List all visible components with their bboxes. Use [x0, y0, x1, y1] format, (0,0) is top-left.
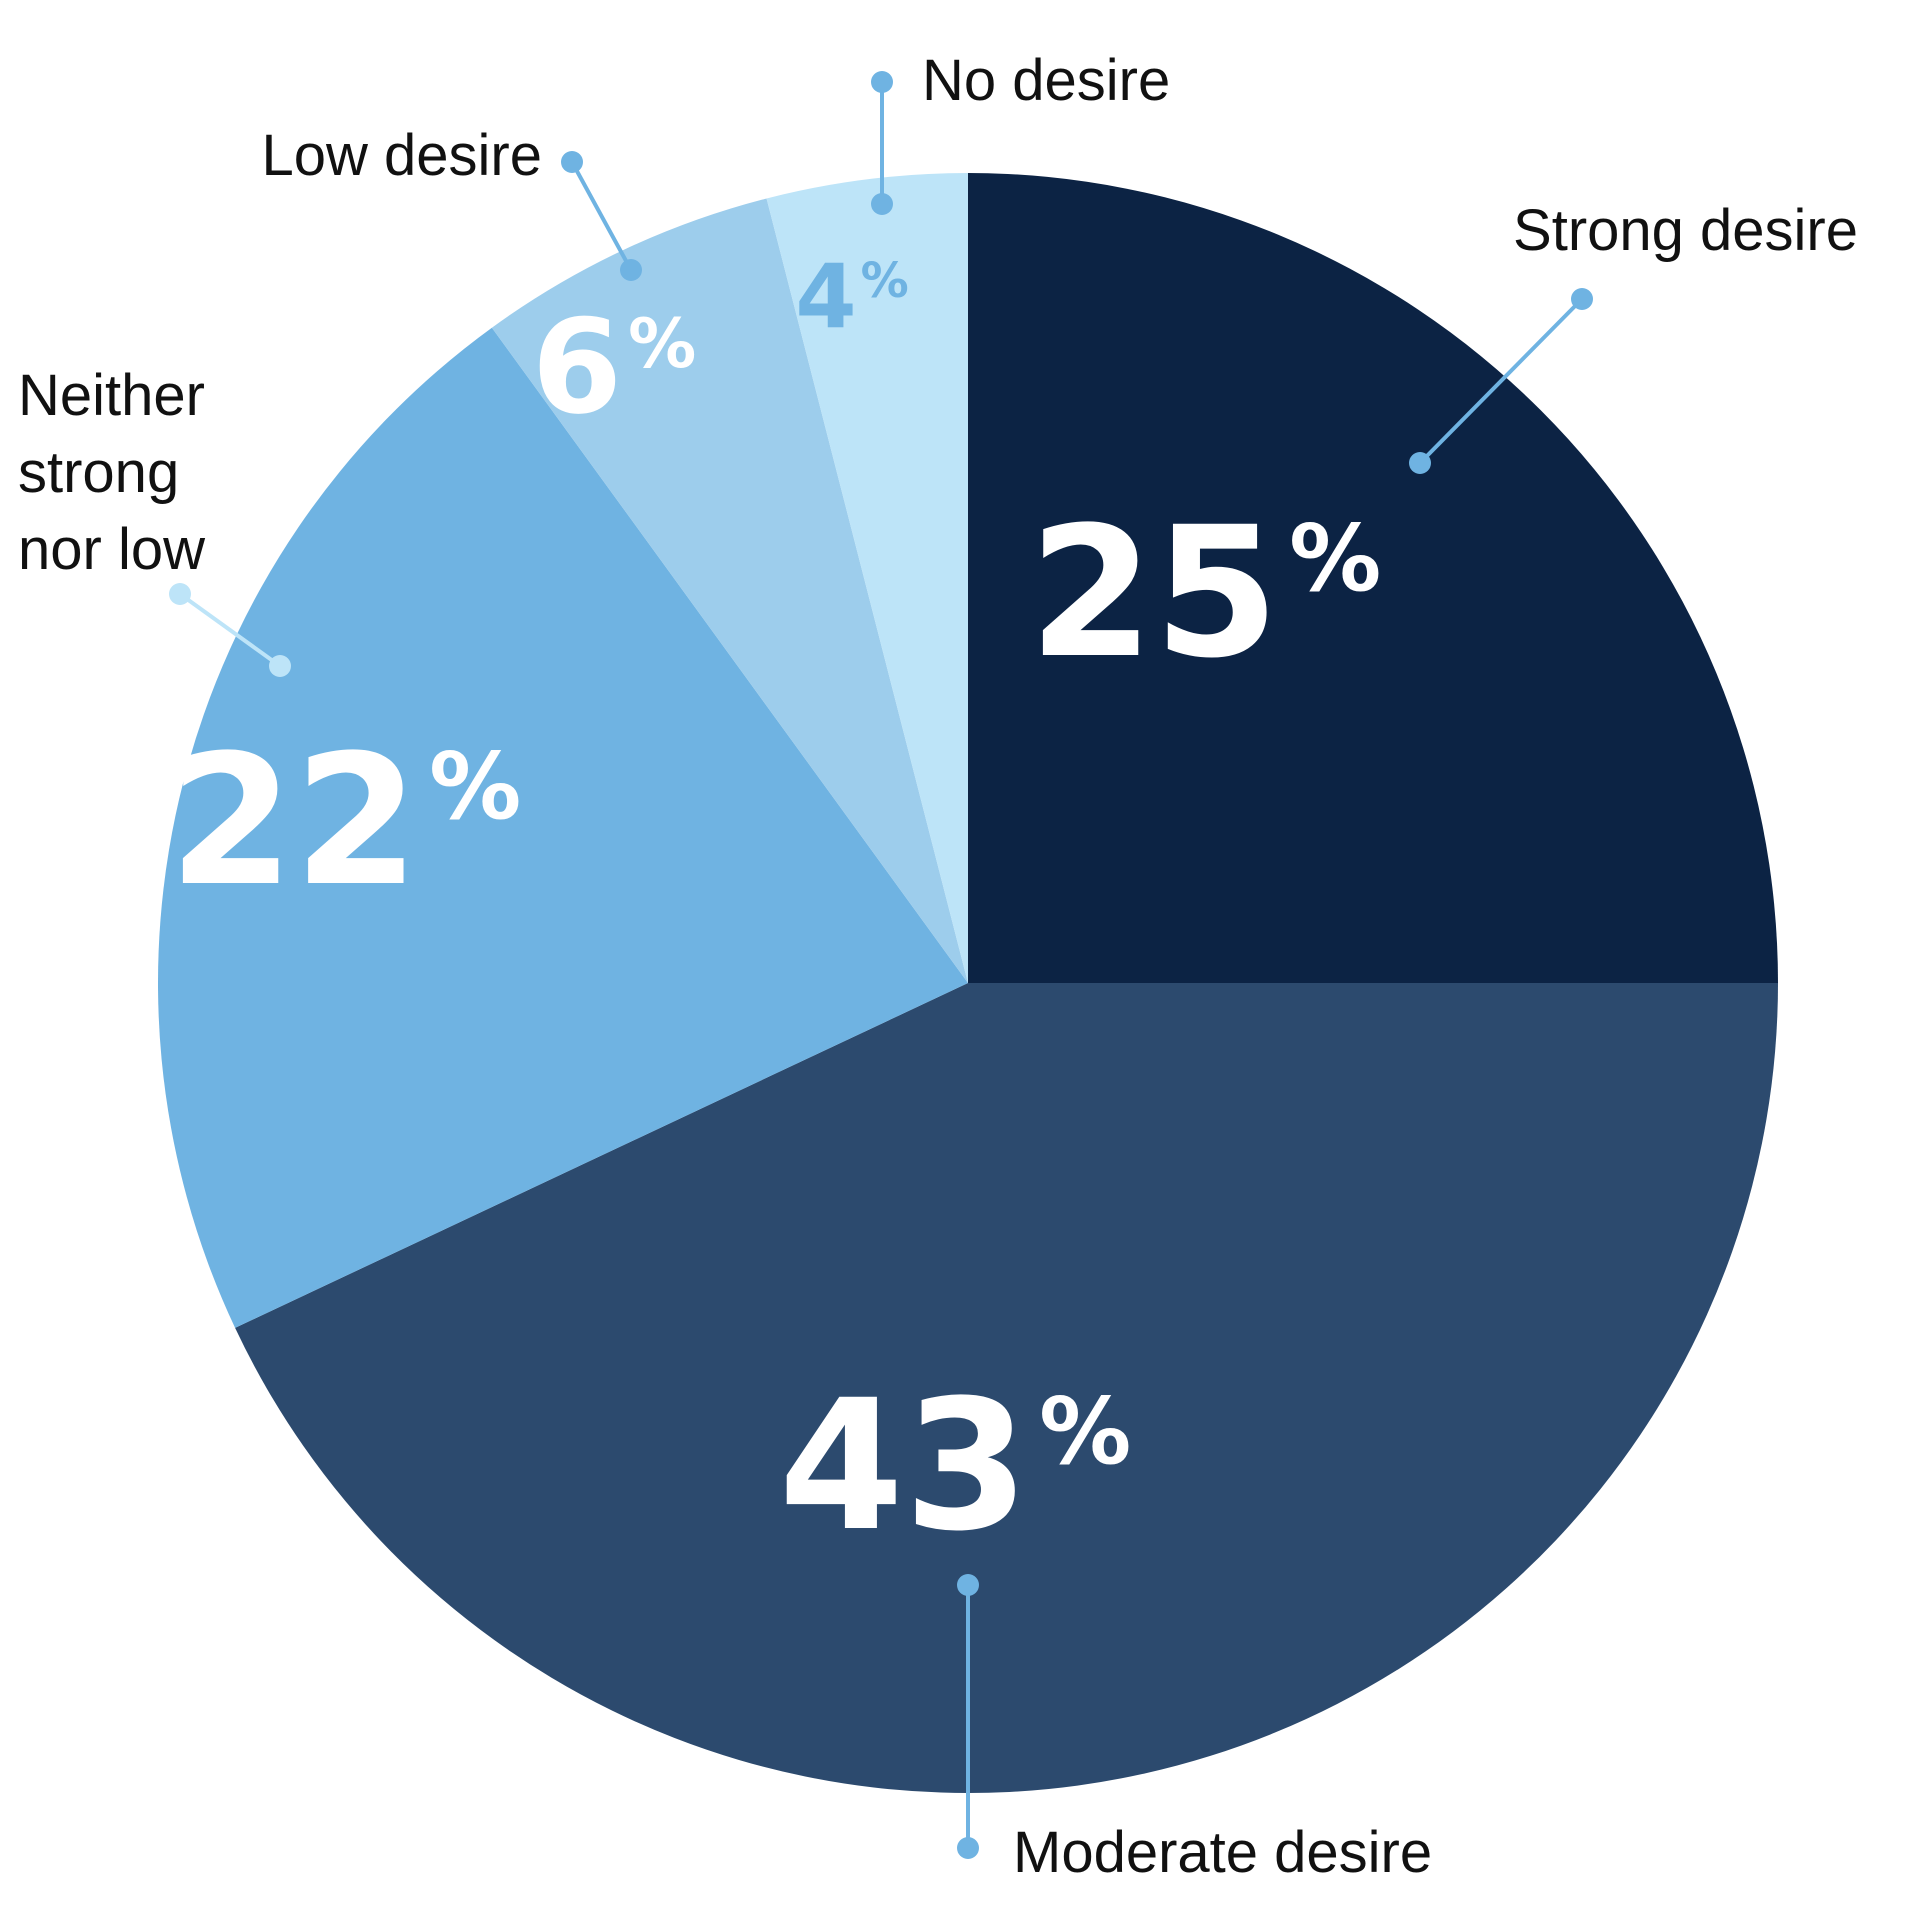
category-label-line: Strong desire: [1513, 198, 1858, 263]
category-label-neither-strong-nor-low: Neither strong nor low: [18, 363, 206, 582]
value-label-neither-strong-nor-low: 22%: [169, 717, 522, 926]
callout-dot-no-desire-inner: [871, 193, 893, 215]
callout-dot-no-desire-outer: [871, 71, 893, 93]
pie-slice-neither-strong-nor-low: [158, 327, 968, 1328]
callout-dot-strong-desire-inner: [1409, 452, 1431, 474]
category-labels: Strong desire Moderate desire Neither stron…: [18, 48, 1858, 1885]
pie-slice-low-desire: [491, 198, 968, 984]
category-label-no-desire: No desire: [922, 48, 1170, 113]
value-percent-sign: %: [628, 305, 696, 384]
category-label-low-desire: Low desire: [262, 123, 542, 188]
callout-line-strong-desire: [1418, 297, 1584, 465]
value-number: 43: [779, 1362, 1030, 1571]
callout-dot-moderate-desire-inner: [957, 1574, 979, 1596]
value-labels: 25 %43 %22 %6% 4%: [169, 245, 1382, 1571]
callout-dot-moderate-desire-outer: [957, 1837, 979, 1859]
value-number: 22: [169, 717, 420, 926]
category-label-strong-desire: Strong desire: [1513, 198, 1858, 263]
value-label-moderate-desire: 43%: [779, 1362, 1132, 1571]
category-label-line: strong: [18, 440, 179, 505]
callout-line-low-desire: [570, 161, 633, 271]
pie-slice-moderate-desire: [235, 983, 1778, 1794]
category-label-line: Low desire: [262, 123, 542, 188]
callout-line-neither-strong-nor-low: [178, 592, 282, 668]
value-number: 4: [795, 245, 856, 348]
category-label-line: nor low: [18, 517, 206, 582]
category-label-moderate-desire: Moderate desire: [1013, 1820, 1432, 1885]
value-label-strong-desire: 25%: [1029, 489, 1382, 698]
pie-slice-no-desire: [766, 173, 968, 983]
callout-dot-low-desire-inner: [620, 259, 642, 281]
category-label-line: Moderate desire: [1013, 1820, 1432, 1885]
value-number: 25: [1029, 489, 1280, 698]
pie-slice-strong-desire: [968, 173, 1778, 983]
callout-dot-neither-strong-nor-low-outer: [169, 583, 191, 605]
pie-slices: [158, 173, 1778, 1794]
value-percent-sign: %: [429, 733, 521, 840]
value-percent-sign: %: [1289, 505, 1381, 612]
callouts: [169, 71, 1593, 1859]
callout-dot-low-desire-outer: [561, 151, 583, 173]
callout-dot-strong-desire-outer: [1571, 288, 1593, 310]
value-label-low-desire: 6%: [532, 291, 697, 443]
value-percent-sign: %: [861, 253, 909, 309]
category-label-line: No desire: [922, 48, 1170, 113]
value-percent-sign: %: [1039, 1378, 1131, 1485]
value-label-no-desire: 4%: [795, 245, 908, 348]
value-number: 6: [532, 291, 622, 443]
category-label-line: Neither: [18, 363, 205, 428]
callout-dot-neither-strong-nor-low-inner: [269, 655, 291, 677]
